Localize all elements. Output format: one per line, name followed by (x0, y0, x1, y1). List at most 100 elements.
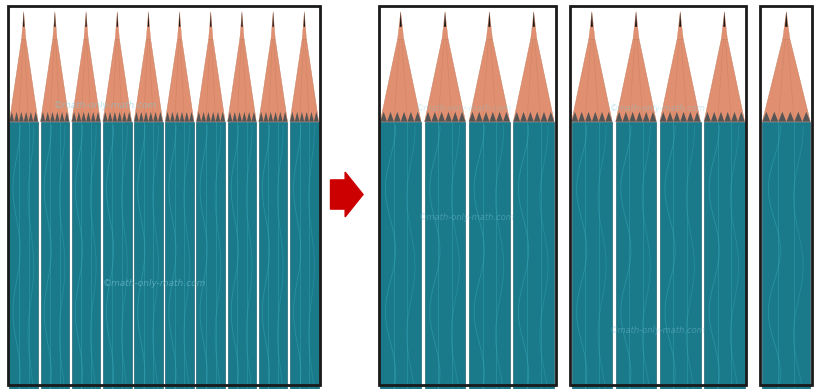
Polygon shape (179, 12, 181, 27)
Polygon shape (571, 39, 612, 122)
Text: ©math-only-math.com: ©math-only-math.com (55, 100, 157, 110)
Polygon shape (679, 12, 681, 27)
Polygon shape (259, 112, 287, 122)
Polygon shape (532, 12, 535, 27)
Polygon shape (115, 12, 120, 39)
Polygon shape (380, 122, 421, 389)
Polygon shape (165, 39, 194, 122)
Polygon shape (763, 39, 810, 122)
Polygon shape (304, 12, 305, 27)
Polygon shape (165, 122, 194, 389)
Polygon shape (721, 12, 728, 39)
Polygon shape (591, 12, 593, 27)
Polygon shape (380, 39, 421, 122)
Polygon shape (208, 12, 213, 39)
Polygon shape (259, 122, 287, 389)
Polygon shape (53, 12, 57, 39)
Polygon shape (241, 12, 243, 27)
Polygon shape (165, 112, 194, 122)
Polygon shape (41, 112, 69, 122)
Polygon shape (486, 12, 492, 39)
Polygon shape (290, 39, 318, 122)
Polygon shape (177, 12, 182, 39)
Polygon shape (660, 122, 701, 389)
Polygon shape (704, 122, 745, 389)
Polygon shape (240, 12, 244, 39)
Polygon shape (531, 12, 537, 39)
Polygon shape (103, 122, 132, 389)
Polygon shape (259, 39, 287, 122)
Polygon shape (116, 12, 118, 27)
Polygon shape (72, 39, 100, 122)
Polygon shape (704, 39, 745, 122)
Polygon shape (571, 122, 612, 389)
Polygon shape (514, 112, 554, 122)
Polygon shape (273, 12, 274, 27)
Polygon shape (724, 12, 725, 27)
Polygon shape (444, 12, 446, 27)
Text: ©math-only-math.com: ©math-only-math.com (416, 104, 512, 114)
Polygon shape (134, 122, 163, 389)
Polygon shape (783, 12, 790, 39)
Polygon shape (41, 122, 69, 389)
Polygon shape (571, 112, 612, 122)
Polygon shape (469, 112, 510, 122)
Polygon shape (488, 12, 491, 27)
Polygon shape (763, 112, 810, 122)
Polygon shape (196, 122, 225, 389)
Polygon shape (134, 39, 163, 122)
Polygon shape (228, 39, 256, 122)
FancyArrow shape (330, 172, 363, 217)
Polygon shape (147, 12, 151, 39)
Polygon shape (425, 39, 466, 122)
Polygon shape (615, 112, 656, 122)
Polygon shape (228, 122, 256, 389)
Polygon shape (400, 12, 402, 27)
Polygon shape (635, 12, 637, 27)
Polygon shape (134, 112, 163, 122)
Text: ©math-only-math.com: ©math-only-math.com (610, 326, 706, 335)
Polygon shape (469, 39, 510, 122)
Text: ©math-only-math.com: ©math-only-math.com (418, 213, 514, 223)
Polygon shape (41, 39, 69, 122)
Polygon shape (615, 39, 656, 122)
Polygon shape (103, 112, 132, 122)
Polygon shape (23, 12, 24, 27)
Polygon shape (397, 12, 404, 39)
Polygon shape (271, 12, 275, 39)
Polygon shape (660, 112, 701, 122)
Polygon shape (425, 112, 466, 122)
Polygon shape (589, 12, 595, 39)
Polygon shape (785, 12, 788, 27)
Polygon shape (514, 122, 554, 389)
Polygon shape (380, 112, 421, 122)
Polygon shape (633, 12, 639, 39)
Polygon shape (704, 112, 745, 122)
Polygon shape (228, 112, 256, 122)
Polygon shape (103, 39, 132, 122)
Text: ©math-only-math.com: ©math-only-math.com (103, 279, 206, 289)
Polygon shape (72, 112, 100, 122)
Polygon shape (10, 39, 38, 122)
Text: ©math-only-math.com: ©math-only-math.com (610, 104, 706, 114)
Polygon shape (514, 39, 554, 122)
Polygon shape (84, 12, 88, 39)
Polygon shape (677, 12, 683, 39)
Polygon shape (660, 39, 701, 122)
Polygon shape (147, 12, 149, 27)
Polygon shape (210, 12, 212, 27)
Polygon shape (615, 122, 656, 389)
Polygon shape (302, 12, 306, 39)
Polygon shape (425, 122, 466, 389)
Polygon shape (10, 112, 38, 122)
Polygon shape (10, 122, 38, 389)
Polygon shape (196, 39, 225, 122)
Polygon shape (469, 122, 510, 389)
Polygon shape (442, 12, 449, 39)
Polygon shape (85, 12, 87, 27)
Polygon shape (196, 112, 225, 122)
Polygon shape (72, 122, 100, 389)
Polygon shape (290, 112, 318, 122)
Polygon shape (290, 122, 318, 389)
Polygon shape (22, 12, 26, 39)
